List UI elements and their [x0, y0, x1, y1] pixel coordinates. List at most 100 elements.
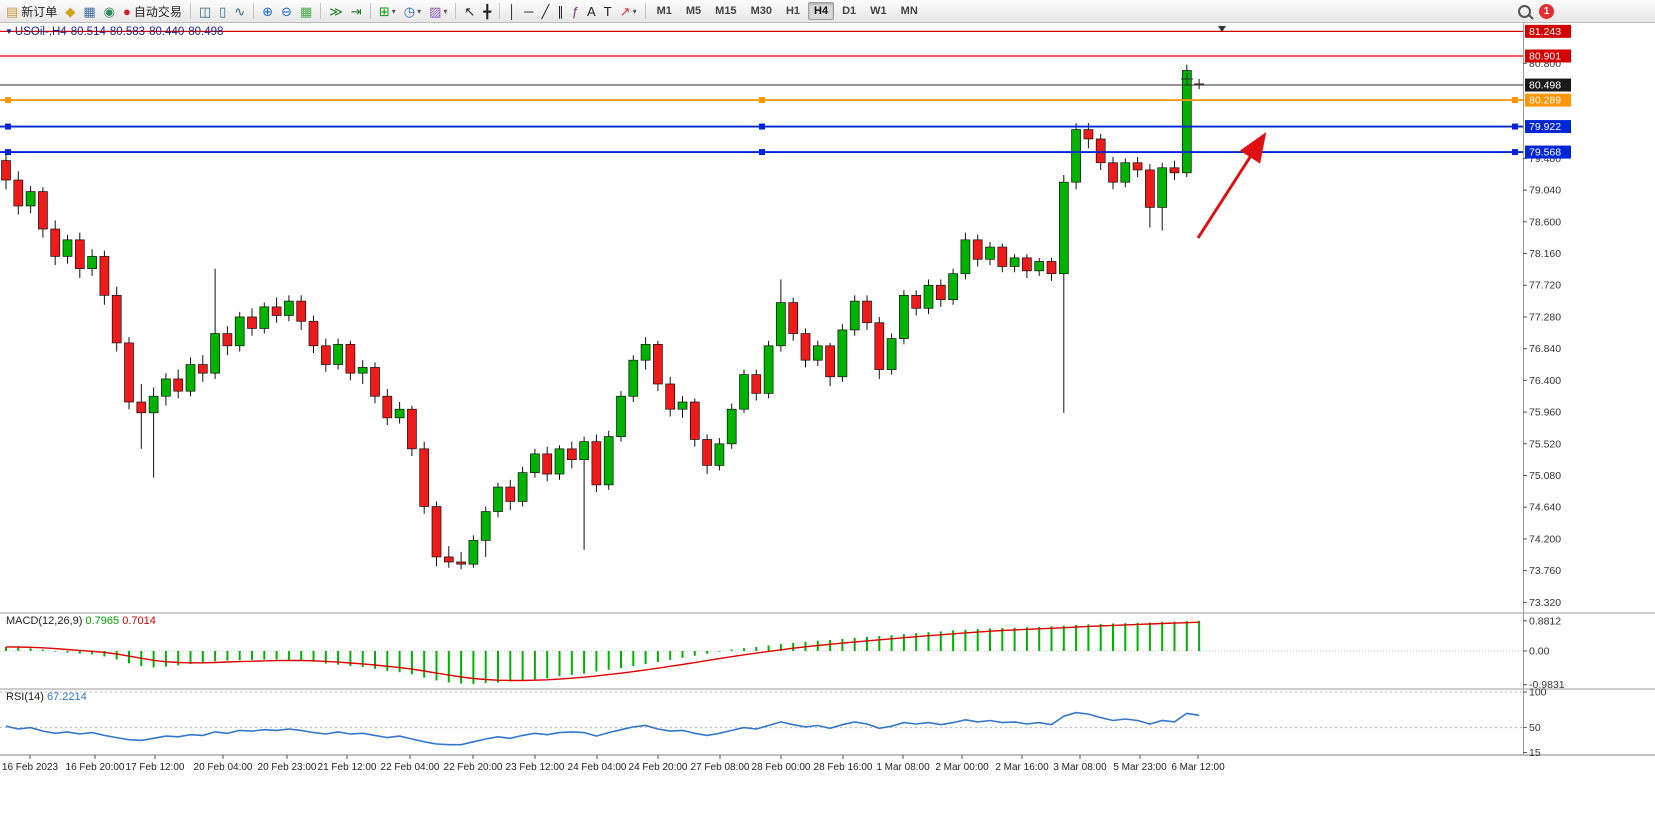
auto-trading-button-label: 自动交易 — [133, 4, 182, 19]
line-handle[interactable] — [1512, 149, 1518, 156]
line-handle[interactable] — [759, 97, 765, 104]
indicators-button[interactable]: ⊞ ▾ — [376, 2, 399, 21]
tile-windows-icon: ▦ — [300, 3, 313, 19]
chevron-down-icon: ▾ — [391, 6, 396, 16]
toolbar-separator — [369, 3, 371, 19]
symbol-dropdown-icon[interactable]: ▼ — [5, 27, 13, 36]
svg-text:16 Feb 2023: 16 Feb 2023 — [2, 762, 59, 773]
line-handle[interactable] — [759, 123, 765, 130]
svg-text:75.960: 75.960 — [1529, 407, 1561, 419]
new-order-button[interactable]: ▤ 新订单 — [3, 2, 60, 21]
horizontal-line-80.901[interactable]: 80.901 — [0, 49, 1571, 63]
channel-button[interactable]: ∥ — [554, 2, 567, 21]
timeframe-w1-button[interactable]: W1 — [870, 5, 887, 17]
horizontal-line-80.289[interactable]: 80.289 — [0, 93, 1571, 107]
market-watch-button[interactable]: ▦ — [80, 2, 98, 21]
line-handle[interactable] — [1512, 97, 1518, 104]
chart-shift-button[interactable]: ⇥ — [348, 2, 365, 21]
templates-button[interactable]: ▨ ▾ — [426, 2, 450, 21]
timeframe-m30-button[interactable]: M30 — [750, 5, 772, 17]
rsi-pane[interactable]: 100 50 15 — [0, 687, 1547, 760]
candlestick-chart-button[interactable]: ▯ — [216, 2, 229, 21]
timeframe-h1-button[interactable]: H1 — [785, 5, 801, 17]
svg-text:2 Mar 00:00: 2 Mar 00:00 — [935, 762, 989, 773]
horizontal-line-81.243[interactable]: 81.243 — [0, 24, 1571, 38]
macd-value: 0.7965 — [85, 615, 120, 627]
text-icon: A — [587, 3, 596, 19]
zoom-in-button[interactable]: ⊕ — [259, 2, 276, 21]
chart-shift-icon: ⇥ — [350, 3, 362, 19]
auto-trading-button[interactable]: ● 自动交易 — [120, 2, 185, 21]
macd-pane[interactable]: 0.8812 0.00 -0.9831 — [0, 615, 1565, 691]
navigator-button[interactable]: ◉ — [101, 2, 118, 21]
trend-arrow-annotation[interactable] — [1196, 131, 1267, 239]
line-handle[interactable] — [5, 123, 11, 130]
main-toolbar: ▤ 新订单 ◆ ▦ ◉ ● 自动交易 ◫ ▯ ∿ ⊕ ⊖ ▦ ≫ ⇥ ⊞ ▾ ◷ ▾ ▨ ▾ ↖ ╋ │ ─ ╱ ∥ ƒ A T ↗ ▾ M1 M… — [0, 0, 1655, 23]
sound-button[interactable]: ◆ — [62, 2, 78, 21]
line-handle[interactable] — [5, 97, 11, 104]
chevron-down-icon: ▾ — [443, 6, 448, 16]
auto-trading-icon: ● — [122, 3, 131, 19]
svg-text:76.400: 76.400 — [1529, 375, 1561, 387]
cursor-button[interactable]: ↖ — [461, 2, 478, 21]
label-button[interactable]: T — [601, 2, 615, 21]
chart-shift-marker[interactable] — [1218, 26, 1226, 32]
timeframe-d1-button[interactable]: D1 — [842, 5, 857, 17]
svg-text:22 Feb 04:00: 22 Feb 04:00 — [381, 762, 440, 773]
line-chart-button[interactable]: ∿ — [231, 2, 248, 21]
svg-text:6 Mar 12:00: 6 Mar 12:00 — [1171, 762, 1225, 773]
vertical-line-icon: │ — [508, 3, 517, 19]
svg-text:75.080: 75.080 — [1529, 470, 1561, 482]
timeframe-h4-button[interactable]: H4 — [808, 2, 835, 20]
svg-text:78.160: 78.160 — [1529, 248, 1561, 260]
zoom-in-icon: ⊕ — [262, 3, 274, 19]
line-handle[interactable] — [759, 149, 765, 156]
chevron-down-icon: ▾ — [632, 6, 637, 16]
cursor-icon: ↖ — [464, 3, 476, 19]
line-chart-icon: ∿ — [234, 3, 246, 19]
tile-windows-button[interactable]: ▦ — [297, 2, 315, 21]
text-button[interactable]: A — [584, 2, 599, 21]
svg-text:1 Mar 08:00: 1 Mar 08:00 — [876, 762, 930, 773]
arrows-button[interactable]: ↗ ▾ — [617, 2, 640, 21]
arrow-tool-icon: ↗ — [619, 3, 631, 19]
svg-text:28 Feb 00:00: 28 Feb 00:00 — [752, 762, 811, 773]
svg-text:24 Feb 04:00: 24 Feb 04:00 — [568, 762, 627, 773]
toolbar-separator — [455, 3, 457, 19]
bar-chart-icon: ◫ — [198, 3, 212, 19]
ohlc-high: 80.583 — [109, 26, 146, 38]
horizontal-line-79.568[interactable]: 79.568 — [0, 145, 1571, 159]
timeframe-m5-button[interactable]: M5 — [685, 5, 702, 17]
vertical-line-button[interactable]: │ — [505, 2, 519, 21]
svg-text:-0.9831: -0.9831 — [1529, 679, 1565, 691]
horizontal-line-80.498[interactable]: 80.498 — [0, 78, 1571, 92]
chart-canvas[interactable]: 80.80079.48079.04078.60078.16077.72077.2… — [0, 23, 1655, 825]
line-handle[interactable] — [1512, 123, 1518, 130]
line-handle[interactable] — [5, 149, 11, 156]
timeframe-mn-button[interactable]: MN — [900, 5, 918, 17]
horizontal-line-button[interactable]: ─ — [521, 2, 536, 21]
trendline-button[interactable]: ╱ — [538, 2, 552, 21]
label-icon: T — [603, 3, 612, 19]
svg-text:27 Feb 08:00: 27 Feb 08:00 — [691, 762, 750, 773]
price-line-label: 80.289 — [1529, 95, 1561, 107]
candlestick-series[interactable] — [1, 64, 1204, 570]
notification-badge[interactable]: 1 — [1539, 3, 1554, 19]
horn-icon: ◆ — [65, 3, 76, 19]
fibonacci-button[interactable]: ƒ — [569, 2, 582, 21]
search-button[interactable] — [1515, 2, 1534, 21]
toolbar-separator — [189, 3, 191, 19]
auto-scroll-button[interactable]: ≫ — [326, 2, 346, 21]
new-order-button-label: 新订单 — [21, 4, 58, 19]
periods-button[interactable]: ◷ ▾ — [401, 2, 424, 21]
price-line-label: 81.243 — [1529, 26, 1561, 38]
horizontal-line-79.922[interactable]: 79.922 — [0, 120, 1571, 134]
bar-chart-button[interactable]: ◫ — [196, 2, 214, 21]
svg-text:28 Feb 16:00: 28 Feb 16:00 — [814, 762, 873, 773]
market-watch-icon: ▦ — [83, 3, 96, 19]
svg-text:2 Mar 16:00: 2 Mar 16:00 — [995, 762, 1049, 773]
zoom-out-button[interactable]: ⊖ — [278, 2, 295, 21]
timeframe-m1-button[interactable]: M1 — [656, 5, 672, 17]
crosshair-button[interactable]: ╋ — [480, 2, 494, 21]
timeframe-m15-button[interactable]: M15 — [715, 5, 737, 17]
